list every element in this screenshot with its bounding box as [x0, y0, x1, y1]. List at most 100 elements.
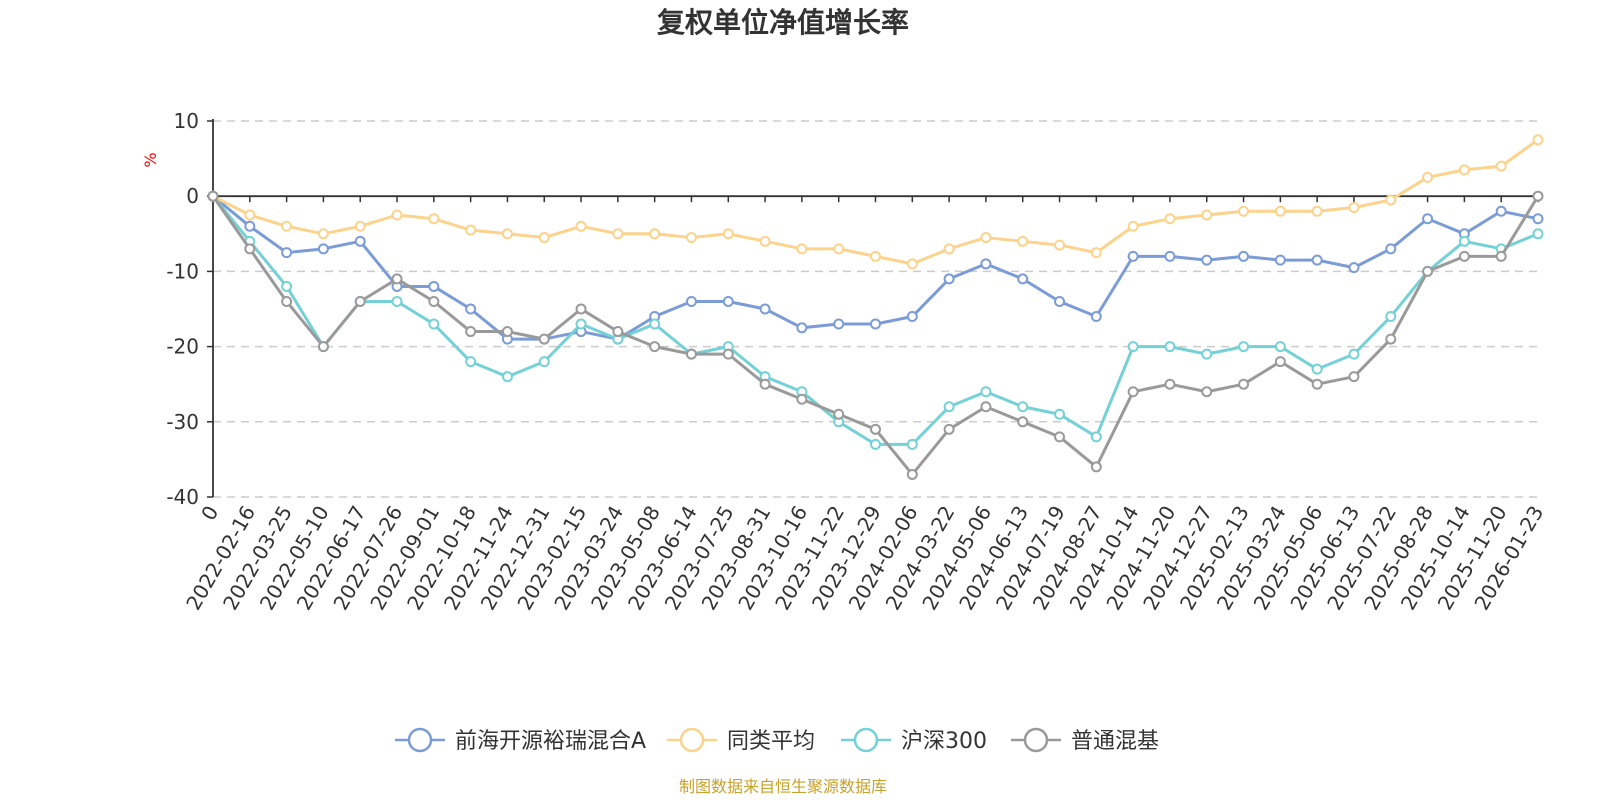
data-point	[1090, 247, 1102, 259]
data-point	[906, 468, 918, 480]
data-point	[354, 220, 366, 232]
data-point	[575, 318, 587, 330]
data-point	[428, 295, 440, 307]
data-point	[428, 318, 440, 330]
data-point	[1017, 401, 1029, 413]
data-point	[1164, 341, 1176, 353]
data-point	[1238, 250, 1250, 262]
data-point	[1127, 250, 1139, 262]
data-point	[1348, 201, 1360, 213]
data-point	[1385, 311, 1397, 323]
data-point	[317, 228, 329, 240]
data-point	[1532, 134, 1544, 146]
data-point	[1164, 213, 1176, 225]
data-point	[465, 356, 477, 368]
data-point	[759, 235, 771, 247]
data-point	[1017, 273, 1029, 285]
data-point	[1090, 311, 1102, 323]
data-point	[980, 386, 992, 398]
data-point	[685, 295, 697, 307]
data-point	[538, 333, 550, 345]
data-point	[501, 228, 513, 240]
legend-item[interactable]: 前海开源裕瑞混合A	[395, 727, 646, 754]
legend-label: 沪深300	[901, 729, 987, 754]
data-point	[281, 280, 293, 292]
y-tick-label: -10	[166, 259, 199, 283]
y-tick-labels: 10 0 -10 -20 -30 -40	[166, 109, 199, 509]
data-point	[1422, 213, 1434, 225]
data-point	[1274, 356, 1286, 368]
data-point	[1311, 363, 1323, 375]
x-tick-label: 0	[196, 502, 223, 525]
data-point	[1348, 371, 1360, 383]
data-point	[1017, 235, 1029, 247]
data-point	[575, 220, 587, 232]
series-3	[207, 190, 1544, 480]
data-point	[281, 295, 293, 307]
legend-item[interactable]: 普通混基	[1011, 727, 1159, 754]
legend-marker	[407, 727, 433, 753]
series-1	[207, 134, 1544, 270]
y-tick-label: -20	[166, 335, 199, 359]
data-point	[685, 232, 697, 244]
data-point	[575, 303, 587, 315]
data-point	[1201, 386, 1213, 398]
data-point	[906, 258, 918, 270]
data-point	[870, 423, 881, 435]
data-point	[281, 247, 293, 259]
y-tick-label: -40	[166, 485, 199, 509]
data-point	[1201, 254, 1213, 266]
series-2	[207, 190, 1544, 450]
data-point	[244, 220, 256, 232]
data-point	[1238, 341, 1250, 353]
axes	[212, 119, 1539, 497]
data-point	[244, 243, 256, 255]
data-point	[1532, 228, 1544, 240]
x-tick-labels: 02022-02-162022-03-252022-05-102022-06-1…	[181, 502, 1548, 615]
data-point	[870, 250, 881, 262]
data-point	[1054, 295, 1066, 307]
data-point	[465, 224, 477, 236]
data-point	[317, 243, 329, 255]
data-point	[1495, 205, 1507, 217]
data-point	[1238, 205, 1250, 217]
data-point	[317, 341, 329, 353]
data-point	[281, 220, 293, 232]
data-point	[1385, 194, 1397, 206]
data-point	[1422, 171, 1434, 183]
data-point	[1385, 243, 1397, 255]
data-point	[943, 273, 955, 285]
legend-marker	[853, 727, 879, 753]
data-point	[833, 318, 845, 330]
data-point	[796, 322, 808, 334]
data-point	[1385, 333, 1397, 345]
y-tick-label: 0	[186, 184, 199, 208]
legend-label: 前海开源裕瑞混合A	[455, 729, 646, 754]
legend-marker	[679, 727, 705, 753]
data-point	[538, 232, 550, 244]
legend-item[interactable]: 同类平均	[667, 727, 815, 754]
y-tick-label: -30	[166, 410, 199, 434]
data-point	[1090, 461, 1102, 473]
data-point	[943, 243, 955, 255]
data-point	[501, 326, 513, 338]
data-point	[1458, 235, 1470, 247]
data-point	[538, 356, 550, 368]
data-point	[465, 303, 477, 315]
data-point	[1495, 160, 1507, 172]
data-point	[1532, 190, 1544, 202]
data-point	[1348, 262, 1360, 274]
data-point	[354, 295, 366, 307]
data-point	[649, 341, 661, 353]
data-point	[980, 401, 992, 413]
data-point	[391, 273, 403, 285]
data-point	[1532, 213, 1544, 225]
data-point	[391, 295, 403, 307]
data-point	[1238, 378, 1250, 390]
data-point	[1495, 250, 1507, 262]
data-point	[870, 318, 881, 330]
legend-item[interactable]: 沪深300	[841, 727, 987, 754]
data-point	[1422, 265, 1434, 277]
data-point	[1311, 205, 1323, 217]
